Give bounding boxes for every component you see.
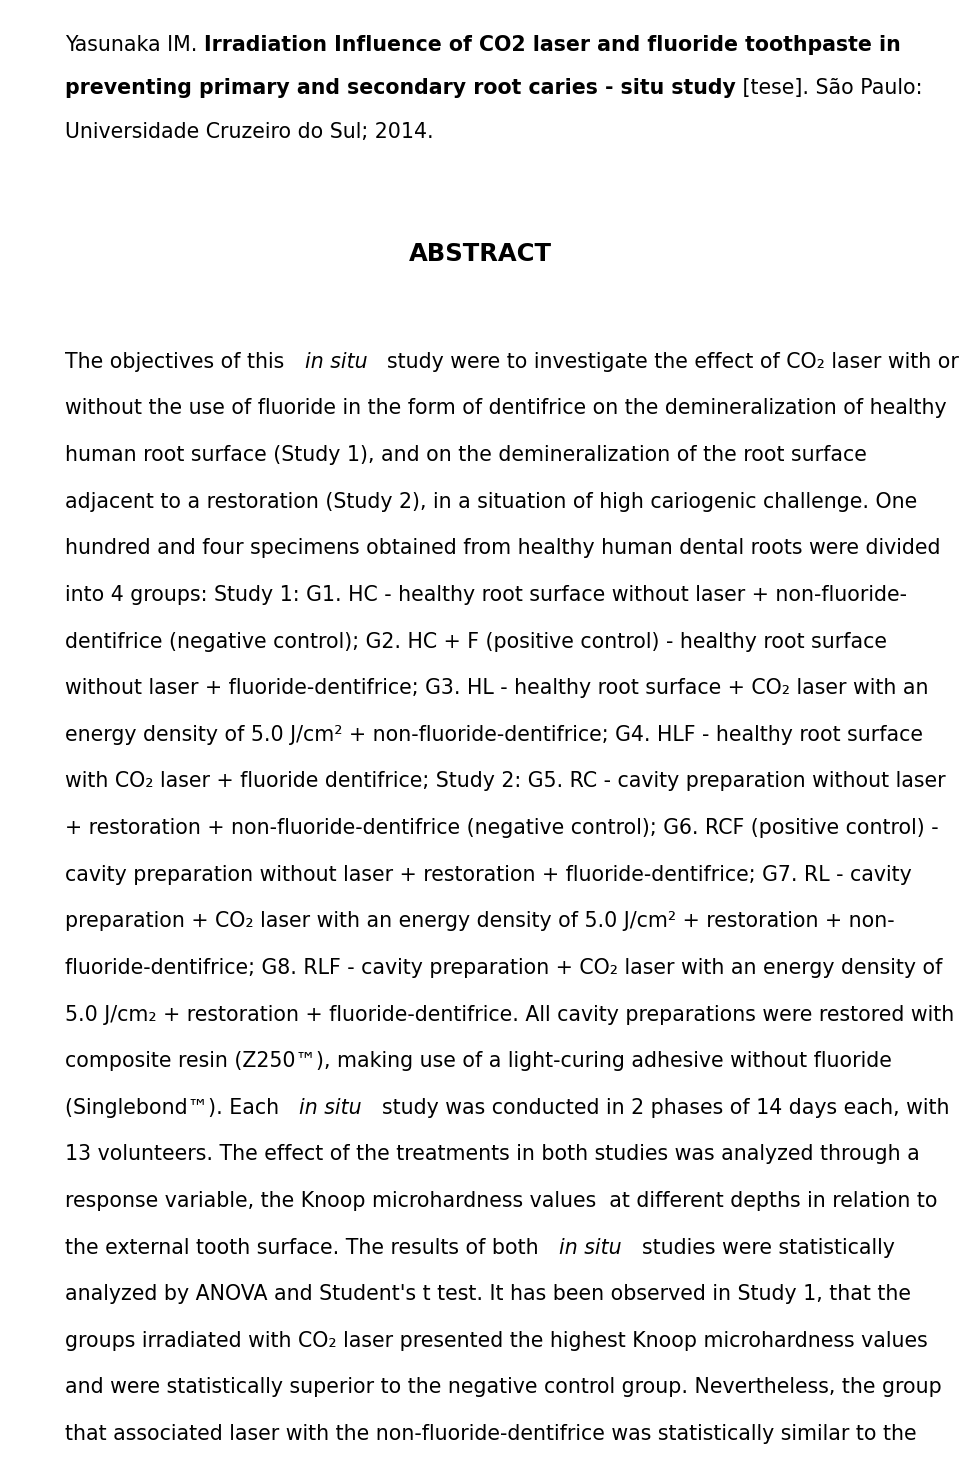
Text: 13 volunteers. The effect of the treatments in both studies was analyzed through: 13 volunteers. The effect of the treatme… xyxy=(65,1145,920,1164)
Text: without the use of fluoride in the form of dentifrice on the demineralization of: without the use of fluoride in the form … xyxy=(65,399,947,418)
Text: studies were statistically: studies were statistically xyxy=(621,1237,895,1258)
Text: Yasunaka IM.: Yasunaka IM. xyxy=(65,35,204,56)
Text: that associated laser with the non-fluoride-dentifrice was statistically similar: that associated laser with the non-fluor… xyxy=(65,1423,917,1444)
Text: with CO₂ laser + fluoride dentifrice; Study 2: G5. RC - cavity preparation witho: with CO₂ laser + fluoride dentifrice; St… xyxy=(65,771,946,792)
Text: Irradiation Influence of CO2 laser and fluoride toothpaste in: Irradiation Influence of CO2 laser and f… xyxy=(204,35,900,56)
Text: fluoride-dentifrice; G8. RLF - cavity preparation + CO₂ laser with an energy den: fluoride-dentifrice; G8. RLF - cavity pr… xyxy=(65,957,943,978)
Text: in situ: in situ xyxy=(304,352,367,372)
Text: without laser + fluoride-dentifrice; G3. HL - healthy root surface + CO₂ laser w: without laser + fluoride-dentifrice; G3.… xyxy=(65,679,928,698)
Text: Universidade Cruzeiro do Sul; 2014.: Universidade Cruzeiro do Sul; 2014. xyxy=(65,122,434,142)
Text: and were statistically superior to the negative control group. Nevertheless, the: and were statistically superior to the n… xyxy=(65,1378,942,1397)
Text: preventing primary and secondary root caries - situ study: preventing primary and secondary root ca… xyxy=(65,78,736,98)
Text: cavity preparation without laser + restoration + fluoride-dentifrice; G7. RL - c: cavity preparation without laser + resto… xyxy=(65,865,912,884)
Text: adjacent to a restoration (Study 2), in a situation of high cariogenic challenge: adjacent to a restoration (Study 2), in … xyxy=(65,491,918,512)
Text: analyzed by ANOVA and Student's t test. It has been observed in Study 1, that th: analyzed by ANOVA and Student's t test. … xyxy=(65,1284,911,1305)
Text: response variable, the Knoop microhardness values  at different depths in relati: response variable, the Knoop microhardne… xyxy=(65,1190,938,1211)
Text: [tese]. São Paulo:: [tese]. São Paulo: xyxy=(736,78,923,98)
Text: dentifrice (negative control); G2. HC + F (positive control) - healthy root surf: dentifrice (negative control); G2. HC + … xyxy=(65,632,887,651)
Text: hundred and four specimens obtained from healthy human dental roots were divided: hundred and four specimens obtained from… xyxy=(65,538,941,559)
Text: energy density of 5.0 J/cm² + non-fluoride-dentifrice; G4. HLF - healthy root su: energy density of 5.0 J/cm² + non-fluori… xyxy=(65,724,924,745)
Text: study was conducted in 2 phases of 14 days each, with: study was conducted in 2 phases of 14 da… xyxy=(362,1098,949,1117)
Text: + restoration + non-fluoride-dentifrice (negative control); G6. RCF (positive co: + restoration + non-fluoride-dentifrice … xyxy=(65,818,939,839)
Text: 5.0 J/cm₂ + restoration + fluoride-dentifrice. All cavity preparations were rest: 5.0 J/cm₂ + restoration + fluoride-denti… xyxy=(65,1004,954,1025)
Text: The objectives of this: The objectives of this xyxy=(65,352,304,372)
Text: in situ: in situ xyxy=(559,1237,621,1258)
Text: into 4 groups: Study 1: G1. HC - healthy root surface without laser + non-fluori: into 4 groups: Study 1: G1. HC - healthy… xyxy=(65,585,907,605)
Text: (Singlebond™). Each: (Singlebond™). Each xyxy=(65,1098,300,1117)
Text: study were to investigate the effect of CO₂ laser with or: study were to investigate the effect of … xyxy=(367,352,959,372)
Text: the external tooth surface. The results of both: the external tooth surface. The results … xyxy=(65,1237,559,1258)
Text: preparation + CO₂ laser with an energy density of 5.0 J/cm² + restoration + non-: preparation + CO₂ laser with an energy d… xyxy=(65,912,895,931)
Text: groups irradiated with CO₂ laser presented the highest Knoop microhardness value: groups irradiated with CO₂ laser present… xyxy=(65,1331,928,1350)
Text: composite resin (Z250™), making use of a light-curing adhesive without fluoride: composite resin (Z250™), making use of a… xyxy=(65,1051,892,1072)
Text: ABSTRACT: ABSTRACT xyxy=(409,242,551,265)
Text: in situ: in situ xyxy=(300,1098,362,1117)
Text: human root surface (Study 1), and on the demineralization of the root surface: human root surface (Study 1), and on the… xyxy=(65,446,867,465)
